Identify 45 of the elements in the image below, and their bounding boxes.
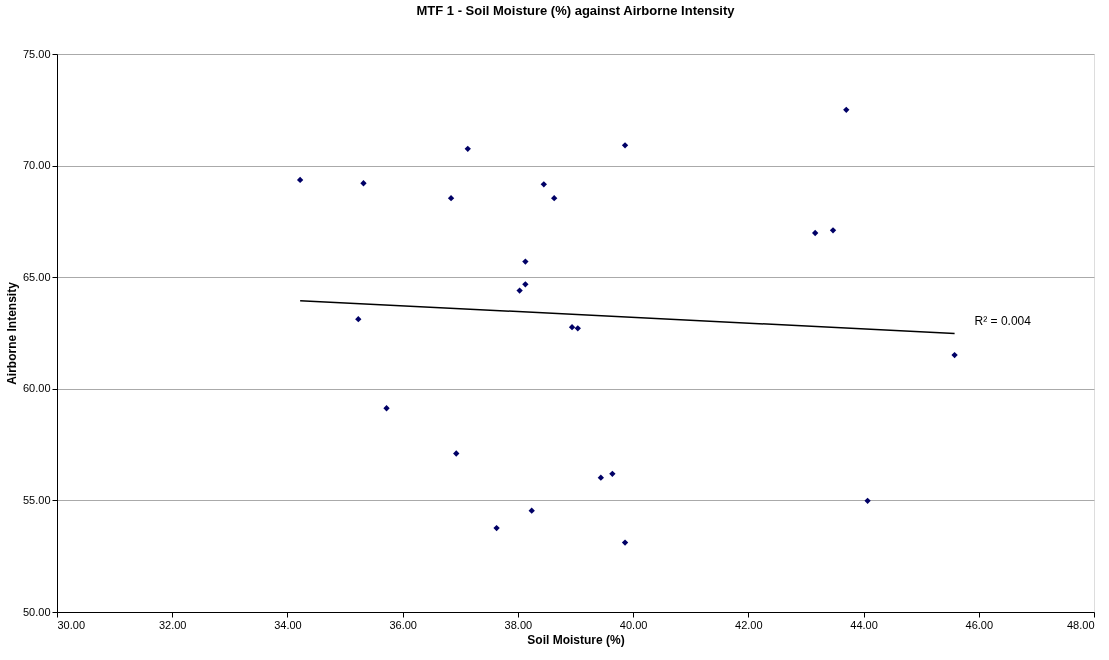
y-tick-label: 70.00 [22,159,51,172]
point [522,281,529,288]
point [522,258,529,265]
x-tick-label: 44.00 [850,618,878,631]
x-tick-label: 42.00 [735,618,763,631]
point [516,287,523,294]
y-tick-label: 50.00 [22,605,51,618]
x-tick-label: 38.00 [504,618,533,631]
point [551,195,558,202]
point [355,316,362,323]
point [597,474,605,481]
x-tick-label: 34.00 [274,618,302,631]
x-tick-label: 36.00 [389,618,417,631]
y-tick-label: 75.00 [22,47,51,60]
x-tick-label: 40.00 [619,618,648,631]
y-tick-label: 55.00 [22,493,51,506]
point [453,450,460,457]
point [296,176,304,184]
x-tick-label: 48.00 [1066,618,1095,631]
point [829,227,837,234]
y-tick-label: 65.00 [22,270,51,283]
point [528,507,535,514]
point [360,180,367,187]
point [464,145,471,153]
chart-title: MTF 1 - Soil Moisture (%) against Airborne Intensity [416,3,736,18]
y-tick-label: 60.00 [22,382,51,395]
y-axis-title: Airborne Intensity [4,281,19,385]
point [383,405,390,412]
point [621,142,629,149]
point [621,539,629,546]
point [843,106,850,113]
point [493,524,500,532]
point [568,324,576,331]
x-tick-label: 46.00 [965,618,994,631]
point [951,351,958,359]
x-axis-title: Soil Moisture (%) [527,632,625,647]
point [812,229,819,237]
x-tick-label: 30.00 [57,618,86,631]
point [609,470,616,477]
point [540,181,547,188]
point [574,325,581,332]
point [864,497,871,505]
annotation: R² = 0.004 [974,314,1032,329]
x-tick-label: 32.00 [158,618,187,631]
point [447,195,455,202]
